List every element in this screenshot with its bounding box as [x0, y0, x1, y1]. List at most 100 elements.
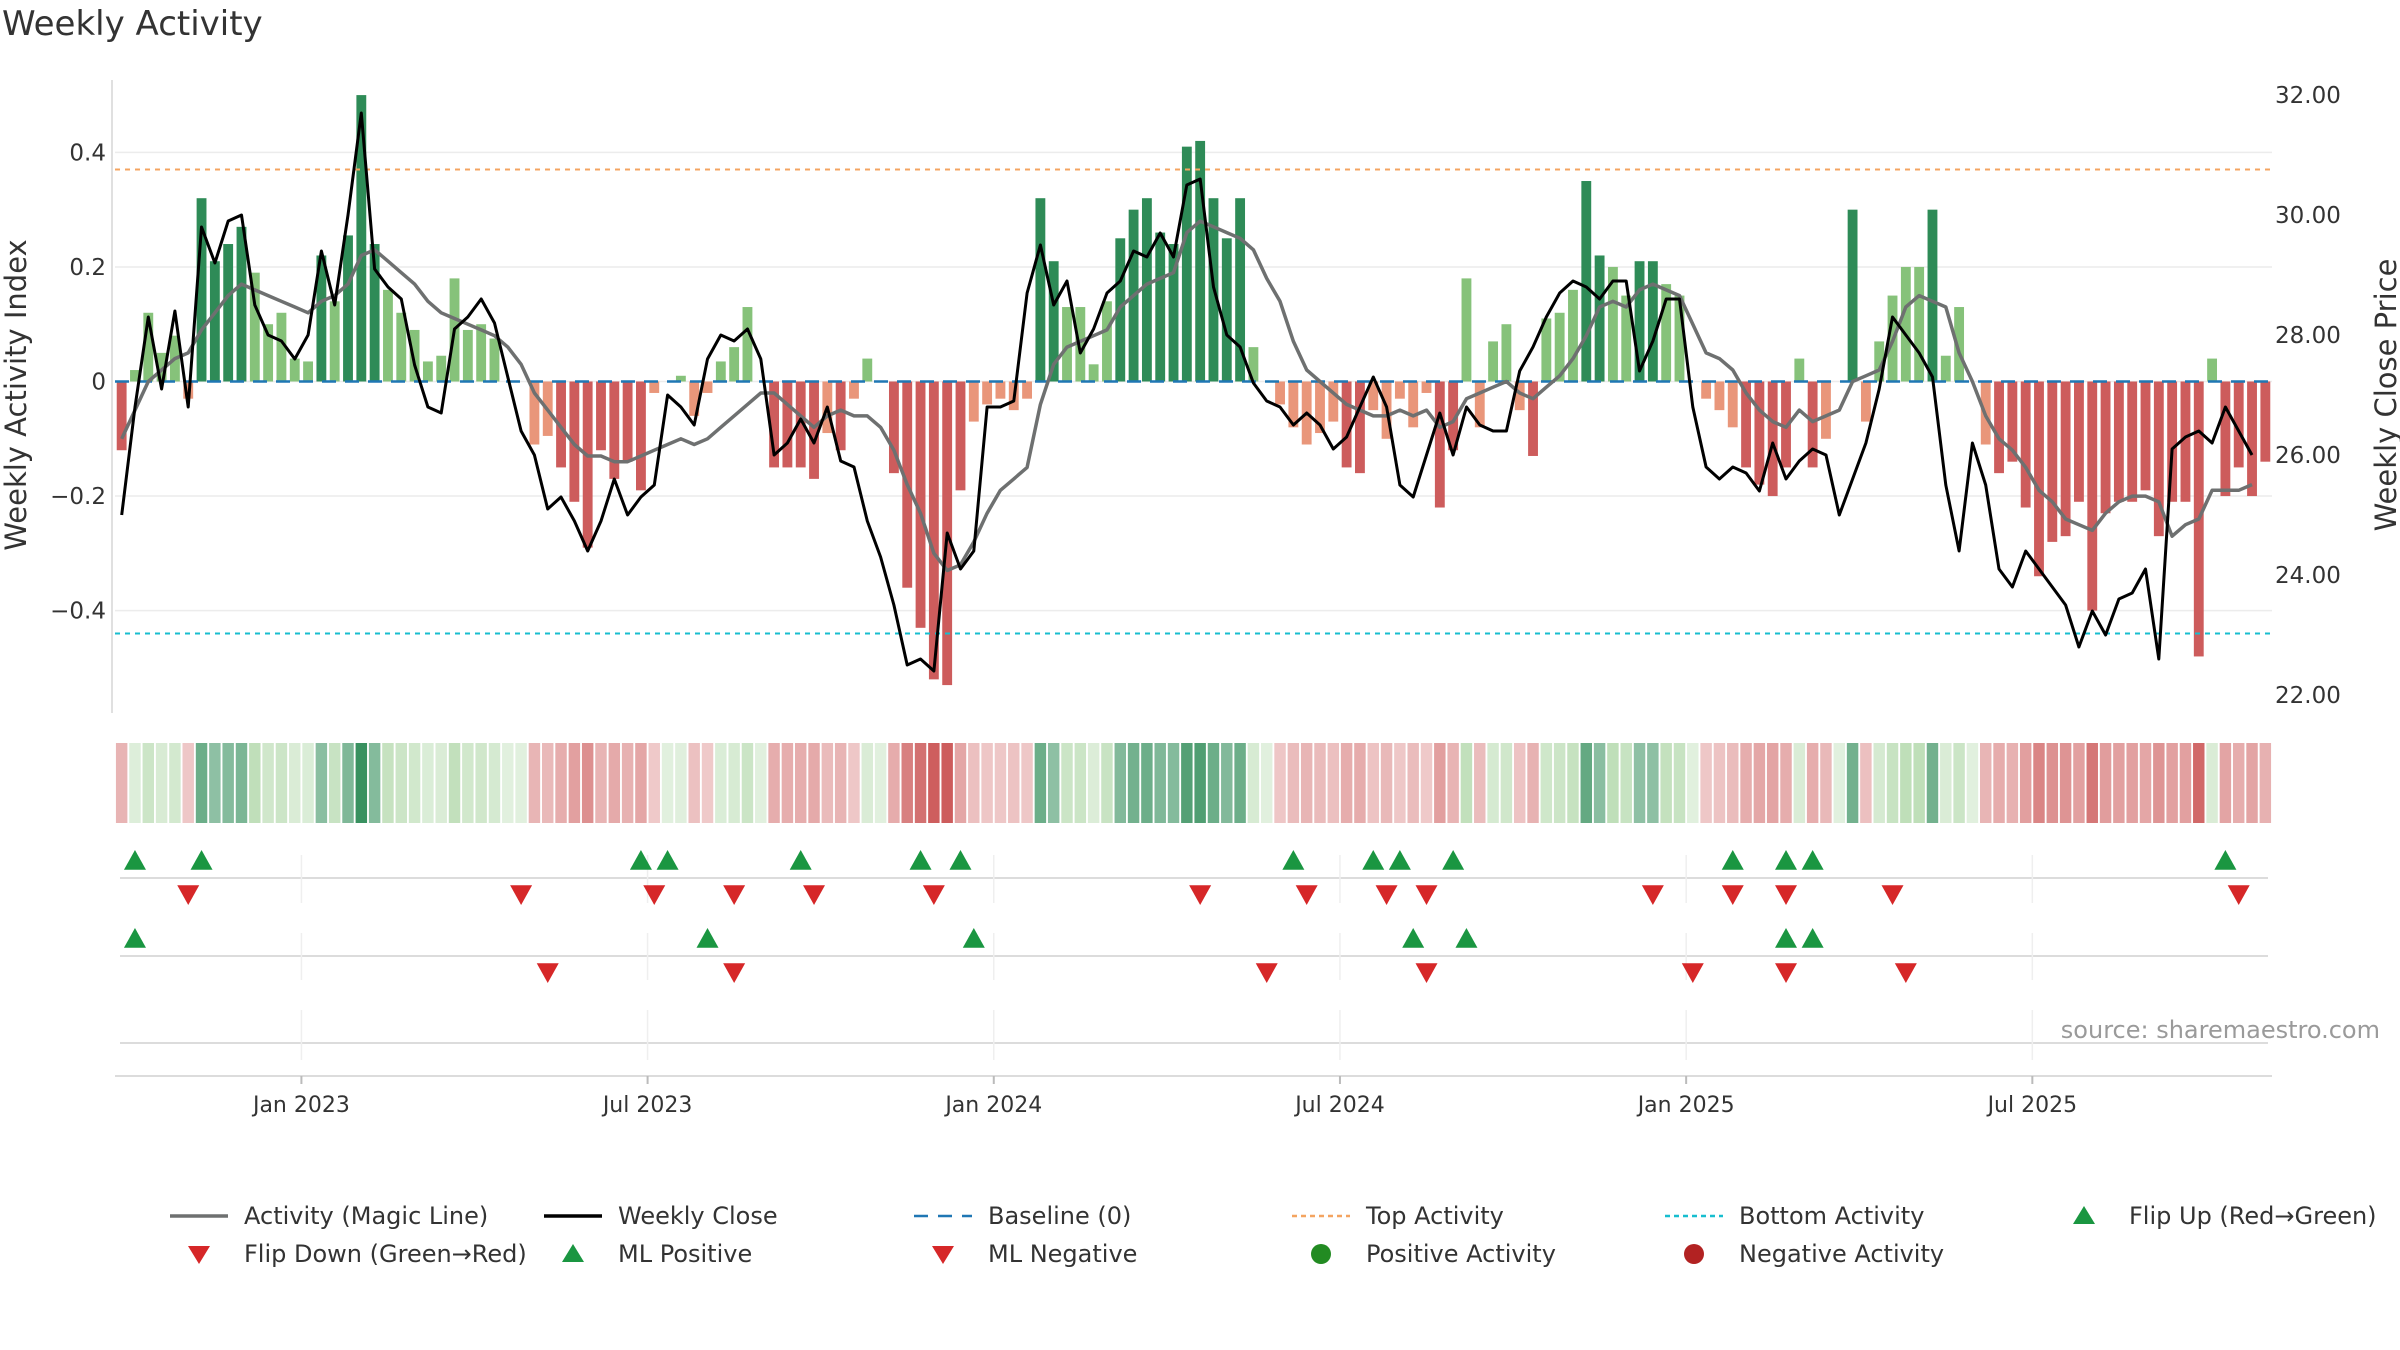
legend-swatch	[932, 1246, 954, 1264]
activity-bar-negative	[2020, 381, 2031, 508]
activity-bar-positive	[729, 347, 740, 382]
heat-strip-cell	[1087, 743, 1100, 823]
activity-bar-positive	[742, 307, 753, 382]
flip-up-marker	[1388, 850, 1411, 870]
heat-strip-cell	[1593, 743, 1606, 823]
activity-bar-negative	[888, 381, 899, 474]
legend-label: ML Positive	[618, 1240, 753, 1268]
activity-bar-positive	[1940, 355, 1951, 382]
legend-label: Negative Activity	[1739, 1240, 1945, 1268]
activity-bar-positive	[143, 312, 154, 382]
legend-item: ML Negative	[912, 1240, 1137, 1268]
activity-bar-positive	[436, 355, 447, 382]
heat-strip-cell	[542, 743, 554, 823]
heat-strip-cell	[1527, 743, 1539, 823]
activity-bar-positive	[1927, 209, 1938, 382]
heat-strip-cell	[568, 743, 581, 823]
heat-strip-cell	[2006, 743, 2019, 823]
heat-strip-cell	[1474, 743, 1486, 823]
y-tick-label-right: 30.00	[2275, 203, 2341, 229]
heat-strip-cell	[475, 743, 487, 823]
x-tick-label: Jul 2024	[1293, 1093, 1385, 1118]
legend-item: Bottom Activity	[1663, 1202, 1924, 1230]
heat-strip-cell	[1886, 743, 1899, 823]
heat-strip-cell	[1154, 743, 1166, 823]
activity-bar-positive	[1794, 358, 1805, 382]
activity-bar-negative	[1275, 381, 1285, 405]
heat-strip-cell	[1833, 743, 1845, 823]
flip-up-marker	[629, 850, 652, 870]
heat-strip-cell	[728, 743, 740, 823]
activity-bar-negative	[1288, 381, 1299, 428]
ml-positive-marker	[1402, 928, 1425, 948]
activity-bar-negative	[2127, 381, 2138, 502]
heat-strip-cell	[382, 743, 394, 823]
y-tick-label-right: 24.00	[2275, 563, 2341, 589]
activity-bar-positive	[1914, 266, 1925, 382]
activity-bar-positive	[1088, 364, 1099, 382]
ml-positive-marker	[123, 928, 146, 948]
heat-strip-cell	[315, 743, 328, 823]
activity-bar-positive	[715, 361, 726, 382]
activity-bar-negative	[809, 381, 819, 479]
legend-item: Positive Activity	[1290, 1240, 1556, 1268]
legend-item: Flip Down (Green→Red)	[168, 1240, 527, 1268]
heat-strip-cell	[954, 743, 967, 823]
activity-bar-positive	[263, 324, 274, 382]
flip-up-marker	[789, 850, 812, 870]
ml-negative-marker	[1894, 963, 1917, 983]
flip-down-marker	[510, 885, 533, 905]
heat-strip-cell	[1034, 743, 1047, 823]
legend-label: Weekly Close	[618, 1202, 778, 1230]
legend: Activity (Magic Line) Weekly Close Baselin…	[160, 1202, 2400, 1282]
legend-swatch	[2073, 1206, 2095, 1224]
heat-strip-cell	[448, 743, 461, 823]
legend-swatch	[1684, 1244, 1704, 1264]
activity-bar-positive	[383, 289, 393, 382]
heat-strip-cell	[328, 743, 341, 823]
heat-strip-cell	[249, 743, 261, 823]
y-axis-label-right: Weekly Close Price	[2369, 259, 2400, 532]
activity-bar-positive	[1674, 295, 1685, 382]
activity-bar-negative	[1408, 381, 1419, 428]
heat-strip-cell	[701, 743, 714, 823]
activity-bar-positive	[1488, 341, 1499, 382]
activity-bar-positive	[1141, 198, 1152, 382]
heat-strip-cell	[262, 743, 274, 823]
heat-strip-cell	[1793, 743, 1806, 823]
flip-up-marker	[1442, 850, 1465, 870]
activity-bar-negative	[1514, 381, 1525, 411]
activity-bar-positive	[675, 375, 686, 382]
heat-strip-cell	[368, 743, 381, 823]
activity-bar-negative	[2220, 381, 2231, 497]
heat-strip-cell	[621, 743, 634, 823]
y-axis-label-left: Weekly Activity Index	[0, 239, 33, 550]
heat-strip-cell	[1420, 743, 1433, 823]
y-tick-label-left: 0.2	[69, 255, 106, 281]
heat-strip-cell	[408, 743, 421, 823]
legend-label: Top Activity	[1366, 1202, 1504, 1230]
heat-strip-cell	[1061, 743, 1073, 823]
activity-bar-positive	[1954, 307, 1965, 382]
heat-strip-cell	[635, 743, 647, 823]
heat-strip-cell	[1687, 743, 1699, 823]
heat-strip-cell	[435, 743, 447, 823]
activity-bar-positive	[1621, 295, 1632, 382]
x-tick-label: Jan 2024	[943, 1093, 1042, 1118]
activity-bar-positive	[1235, 198, 1246, 382]
ml-negative-marker	[1255, 963, 1278, 983]
flip-down-marker	[1881, 885, 1904, 905]
heat-strip-cell	[2099, 743, 2112, 823]
activity-bar-positive	[329, 301, 340, 382]
legend-item: Top Activity	[1290, 1202, 1504, 1230]
flip-up-marker	[1362, 850, 1385, 870]
activity-bar-negative	[2180, 381, 2191, 502]
activity-bar-positive	[422, 361, 433, 382]
heat-strip-cell	[1127, 743, 1140, 823]
heat-strip-cell	[901, 743, 913, 823]
y-tick-label-right: 26.00	[2275, 443, 2341, 469]
ml-positive-marker	[1775, 928, 1798, 948]
heat-strip-cell	[1846, 743, 1859, 823]
flip-up-marker	[909, 850, 932, 870]
heat-strip-cell	[1487, 743, 1499, 823]
